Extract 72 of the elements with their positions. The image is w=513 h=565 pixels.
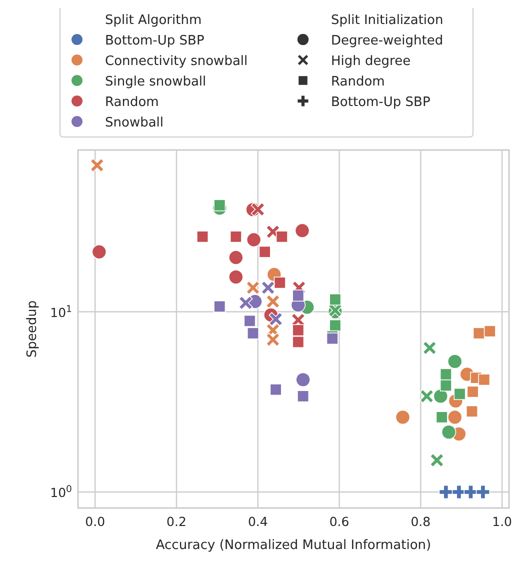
point <box>395 410 410 425</box>
point <box>326 332 338 345</box>
legend-label: High degree <box>331 54 411 69</box>
point <box>292 290 304 302</box>
point <box>466 386 479 398</box>
point <box>464 484 478 500</box>
point <box>261 280 276 295</box>
legend-label: Degree-weighted <box>331 34 444 48</box>
point <box>258 246 271 258</box>
point <box>250 202 265 216</box>
point <box>214 300 226 312</box>
legend-label: Bottom-Up SBP <box>331 95 430 110</box>
text: Split Initialization <box>331 13 444 28</box>
point <box>430 453 444 468</box>
y-axis-title: Speedup <box>25 300 40 358</box>
point <box>447 354 462 369</box>
point <box>329 293 342 306</box>
point <box>454 388 466 400</box>
x-tick-label: 0.0 <box>85 514 106 529</box>
y-tick-label: 10$^{0}$ <box>50 483 72 500</box>
point <box>438 484 453 500</box>
legend-label: Random <box>331 74 385 90</box>
y-tick-label: 10$^{1}$ <box>50 303 72 320</box>
point <box>476 484 490 500</box>
point <box>447 410 462 425</box>
point <box>92 244 107 260</box>
point <box>266 294 280 309</box>
legend-label: Bottom-Up SBP <box>105 34 204 48</box>
point <box>440 368 452 380</box>
point <box>294 223 310 238</box>
point <box>238 296 253 310</box>
legend-label: Snowball <box>105 116 164 130</box>
point <box>90 158 104 172</box>
x-tick-label: 0.8 <box>410 514 431 529</box>
point <box>296 372 310 388</box>
point <box>292 336 304 348</box>
point <box>244 314 256 327</box>
point <box>466 405 478 418</box>
legend-label: Random <box>105 95 159 110</box>
point <box>270 384 282 396</box>
point <box>484 325 496 338</box>
point <box>230 230 242 243</box>
point <box>214 199 226 212</box>
point <box>472 327 485 340</box>
point <box>196 230 209 243</box>
point <box>441 424 456 440</box>
x-axis-title: Accuracy (Normalized Mutual Information) <box>156 538 432 553</box>
text: Split Algorithm <box>105 13 202 28</box>
point <box>228 270 244 284</box>
point <box>420 389 434 404</box>
point <box>422 340 437 355</box>
point <box>478 374 490 386</box>
point <box>440 379 452 392</box>
point <box>436 411 448 424</box>
legend-label: Single snowball <box>105 74 206 90</box>
x-tick-label: 1.0 <box>492 514 512 529</box>
point <box>274 276 286 289</box>
point <box>228 250 244 265</box>
point <box>433 388 448 404</box>
point <box>268 312 283 326</box>
point <box>276 230 288 243</box>
point <box>329 319 342 332</box>
x-tick-label: 0.2 <box>166 514 186 529</box>
point <box>266 332 280 347</box>
point <box>292 324 304 336</box>
x-tick-label: 0.6 <box>329 514 350 529</box>
point <box>246 232 262 248</box>
point <box>246 280 260 295</box>
legend-label: Connectivity snowball <box>105 54 248 69</box>
point <box>297 390 310 402</box>
point <box>247 327 260 340</box>
x-tick-label: 0.4 <box>248 514 268 529</box>
